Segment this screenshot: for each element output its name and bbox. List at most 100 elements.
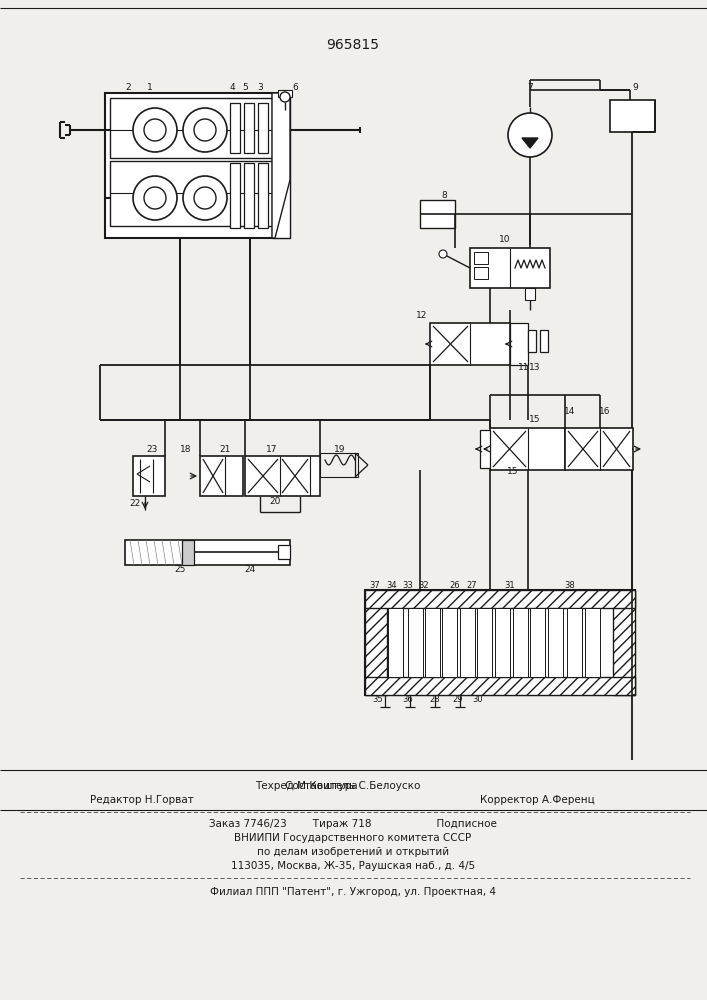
Circle shape <box>144 119 166 141</box>
Circle shape <box>133 176 177 220</box>
Bar <box>585 608 600 677</box>
Text: 1: 1 <box>147 83 153 92</box>
Text: Составитель С.Белоуско: Составитель С.Белоуско <box>286 781 421 791</box>
Bar <box>408 608 423 677</box>
Bar <box>258 103 268 153</box>
Bar <box>230 103 240 153</box>
Text: 2: 2 <box>125 83 131 92</box>
Bar <box>610 100 655 132</box>
Bar <box>133 456 165 496</box>
Text: 25: 25 <box>175 566 186 574</box>
Text: 15: 15 <box>530 416 541 424</box>
Bar <box>490 428 565 470</box>
Bar <box>525 288 535 300</box>
Bar <box>528 330 536 352</box>
Text: 14: 14 <box>564 408 575 416</box>
Text: по делам изобретений и открытий: по делам изобретений и открытий <box>257 847 449 857</box>
Bar <box>200 456 243 496</box>
Text: 4: 4 <box>229 83 235 92</box>
Text: 16: 16 <box>600 408 611 416</box>
Circle shape <box>194 119 216 141</box>
Bar <box>278 90 292 97</box>
Circle shape <box>508 113 552 157</box>
Text: 6: 6 <box>292 84 298 93</box>
Text: 21: 21 <box>219 446 230 454</box>
Circle shape <box>144 187 166 209</box>
Text: 11: 11 <box>518 363 530 372</box>
Text: 26: 26 <box>450 580 460 589</box>
Text: 20: 20 <box>269 497 281 506</box>
Bar <box>245 456 320 496</box>
Text: 5: 5 <box>242 83 248 92</box>
Text: 10: 10 <box>499 235 510 244</box>
Bar <box>565 428 633 470</box>
Bar <box>548 608 563 677</box>
Text: Филиал ППП "Патент", г. Ужгород, ул. Проектная, 4: Филиал ППП "Патент", г. Ужгород, ул. Про… <box>210 887 496 897</box>
Text: 8: 8 <box>441 192 447 200</box>
Bar <box>272 93 290 238</box>
Text: 23: 23 <box>146 446 158 454</box>
Bar <box>477 608 492 677</box>
Text: 31: 31 <box>505 580 515 589</box>
Text: 18: 18 <box>180 446 192 454</box>
Text: Корректор А.Ференц: Корректор А.Ференц <box>480 795 595 805</box>
Bar <box>470 248 550 288</box>
Bar <box>244 163 254 228</box>
Text: 34: 34 <box>387 580 397 589</box>
Bar <box>540 330 548 352</box>
Bar <box>110 161 285 226</box>
Bar <box>278 545 290 559</box>
Text: 28: 28 <box>430 696 440 704</box>
Text: ВНИИПИ Государственного комитета СССР: ВНИИПИ Государственного комитета СССР <box>235 833 472 843</box>
Text: 32: 32 <box>419 580 429 589</box>
Bar <box>513 608 528 677</box>
Circle shape <box>183 108 227 152</box>
Polygon shape <box>522 138 538 148</box>
Text: 22: 22 <box>129 498 141 508</box>
Bar <box>258 163 268 228</box>
Bar <box>365 590 635 608</box>
Bar <box>230 163 240 228</box>
Bar <box>530 608 545 677</box>
Bar <box>442 608 457 677</box>
Bar <box>365 677 635 695</box>
Text: 965815: 965815 <box>327 38 380 52</box>
Bar <box>613 590 635 695</box>
Bar <box>110 98 285 158</box>
Bar <box>460 608 475 677</box>
Text: 13: 13 <box>530 363 541 372</box>
Text: 27: 27 <box>467 580 477 589</box>
Bar <box>430 323 510 365</box>
Bar <box>105 93 290 238</box>
Bar <box>495 608 510 677</box>
Circle shape <box>280 92 290 102</box>
Text: 35: 35 <box>373 696 383 704</box>
Bar <box>480 430 490 468</box>
Text: 9: 9 <box>632 84 638 93</box>
Text: 12: 12 <box>416 310 428 320</box>
Circle shape <box>194 187 216 209</box>
Bar <box>510 323 528 365</box>
Text: Заказ 7746/23        Тираж 718                    Подписное: Заказ 7746/23 Тираж 718 Подписное <box>209 819 497 829</box>
Bar <box>320 453 358 477</box>
Bar <box>365 590 635 695</box>
Text: 7: 7 <box>527 84 533 93</box>
Bar <box>474 252 488 264</box>
Bar <box>182 540 194 565</box>
Text: 3: 3 <box>257 83 263 92</box>
Text: 36: 36 <box>402 696 414 704</box>
Text: 29: 29 <box>452 696 463 704</box>
Polygon shape <box>272 93 290 238</box>
Text: 113035, Москва, Ж-35, Раушская наб., д. 4/5: 113035, Москва, Ж-35, Раушская наб., д. … <box>231 861 475 871</box>
Text: 30: 30 <box>473 696 484 704</box>
Circle shape <box>133 108 177 152</box>
Text: Техред М.Коштура: Техред М.Коштура <box>255 781 358 791</box>
Bar <box>244 103 254 153</box>
Bar <box>388 608 403 677</box>
Bar <box>420 200 455 228</box>
Text: 37: 37 <box>370 580 380 589</box>
Circle shape <box>183 176 227 220</box>
Text: 17: 17 <box>267 446 278 454</box>
Bar <box>474 267 488 279</box>
Text: 24: 24 <box>245 566 256 574</box>
